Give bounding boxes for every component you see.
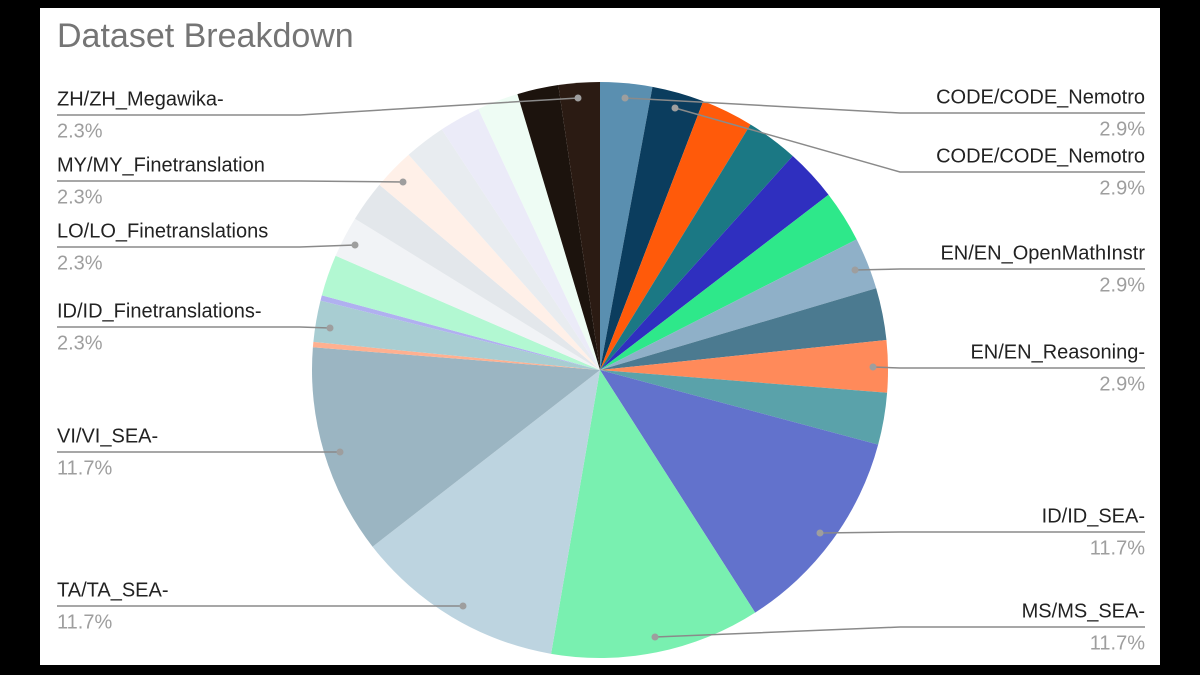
leader-dot xyxy=(671,104,679,112)
leader-line xyxy=(872,366,1145,369)
pie-slice xyxy=(600,340,888,393)
pie-slice xyxy=(600,194,857,370)
pie-slice xyxy=(551,370,756,658)
leader-line xyxy=(674,107,1145,173)
leader-dot xyxy=(621,94,629,102)
slice-label: EN/EN_Reasoning- xyxy=(970,341,1145,363)
leader-line xyxy=(624,97,1145,114)
slice-label: CODE/CODE_Nemotro xyxy=(936,145,1145,167)
slice-value: 2.3% xyxy=(57,252,103,274)
pie-slice xyxy=(600,370,888,445)
leader-dot xyxy=(851,266,859,274)
slice-label: VI/VI_SEA- xyxy=(57,425,158,447)
pie-slice xyxy=(600,82,653,370)
pie-slice xyxy=(600,370,879,613)
slice-label: ID/ID_SEA- xyxy=(1042,505,1145,527)
pie-slice xyxy=(379,154,600,370)
pie-slice xyxy=(408,129,600,370)
leader-dot xyxy=(459,602,467,610)
slice-label: ID/ID_Finetranslations- xyxy=(57,300,262,322)
leader-line xyxy=(819,531,1145,534)
slice-value: 2.3% xyxy=(57,120,103,142)
leader-line xyxy=(57,180,404,183)
slice-value: 2.9% xyxy=(1099,118,1145,140)
pie-slice xyxy=(313,300,600,370)
slice-value: 2.9% xyxy=(1099,274,1145,296)
pie-slice xyxy=(517,85,600,371)
leader-line xyxy=(57,244,356,248)
slice-value: 2.3% xyxy=(57,186,103,208)
slice-value: 2.9% xyxy=(1099,177,1145,199)
slice-value: 11.7% xyxy=(57,457,112,479)
slice-label: EN/EN_OpenMathInstr xyxy=(940,242,1145,264)
leader-dot xyxy=(816,529,824,537)
leader-line xyxy=(654,626,1145,638)
pie-slice xyxy=(600,124,793,371)
pie-slice xyxy=(321,255,600,370)
leader-dot xyxy=(399,178,407,186)
pie-slice xyxy=(372,370,600,654)
pie-slice xyxy=(600,239,877,370)
slice-value: 2.9% xyxy=(1099,373,1145,395)
pie-slice xyxy=(478,94,600,370)
leader-line xyxy=(57,326,331,329)
slice-value: 11.7% xyxy=(1090,537,1145,559)
leader-line xyxy=(854,268,1145,271)
chart-title: Dataset Breakdown xyxy=(57,17,354,55)
pie-slice xyxy=(600,288,887,370)
slice-label: TA/TA_SEA- xyxy=(57,579,169,601)
slice-label: MS/MS_SEA- xyxy=(1022,600,1145,622)
pie-slice xyxy=(320,295,600,370)
pie-slice xyxy=(312,341,600,370)
pie-slice xyxy=(441,108,600,371)
leader-dot xyxy=(351,241,359,249)
slice-value: 11.7% xyxy=(1090,632,1145,654)
pie-slice xyxy=(600,86,704,370)
slice-value: 2.3% xyxy=(57,332,103,354)
leader-dot xyxy=(869,363,877,371)
slice-label: CODE/CODE_Nemotro xyxy=(936,86,1145,108)
leader-dot xyxy=(574,94,582,102)
leader-line xyxy=(57,97,579,116)
slice-label: LO/LO_Finetranslations xyxy=(57,220,268,242)
pie-slice xyxy=(558,82,600,370)
pie-slice xyxy=(600,156,829,370)
leader-dot xyxy=(336,448,344,456)
pie-slice xyxy=(600,101,751,370)
leader-dot xyxy=(651,633,659,641)
pie-slice xyxy=(335,218,600,370)
leader-dot xyxy=(326,324,334,332)
slice-value: 11.7% xyxy=(57,611,112,633)
slice-label: MY/MY_Finetranslation xyxy=(57,154,265,176)
pie-slice xyxy=(312,347,600,547)
slice-label: ZH/ZH_Megawika- xyxy=(57,88,224,110)
pie-slice xyxy=(354,184,600,370)
